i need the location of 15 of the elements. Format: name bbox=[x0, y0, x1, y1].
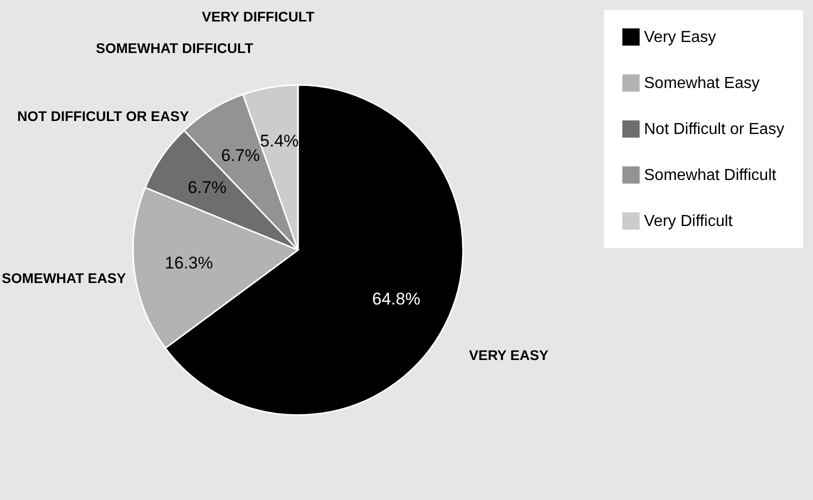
legend-label: Somewhat Easy bbox=[644, 75, 760, 92]
data-label: 16.3% bbox=[164, 254, 213, 273]
text: NOT DIFFICULT OR EASY bbox=[17, 108, 190, 124]
data-label: 6.7% bbox=[188, 178, 227, 197]
text: SOMEWHAT DIFFICULT bbox=[96, 40, 254, 56]
text: VERY DIFFICULT bbox=[202, 8, 315, 24]
legend-label: Very Easy bbox=[644, 29, 716, 46]
legend-label: Very Difficult bbox=[644, 213, 734, 230]
text: VERY EASY bbox=[469, 347, 550, 364]
data-label: 64.8% bbox=[372, 290, 420, 309]
legend-label: Not Difficult or Easy bbox=[644, 121, 784, 138]
data-label: 5.4% bbox=[260, 132, 299, 151]
legend-label: Somewhat Difficult bbox=[644, 167, 777, 184]
data-label: 6.7% bbox=[221, 146, 260, 166]
text: SOMEWHAT EASY bbox=[2, 270, 127, 286]
